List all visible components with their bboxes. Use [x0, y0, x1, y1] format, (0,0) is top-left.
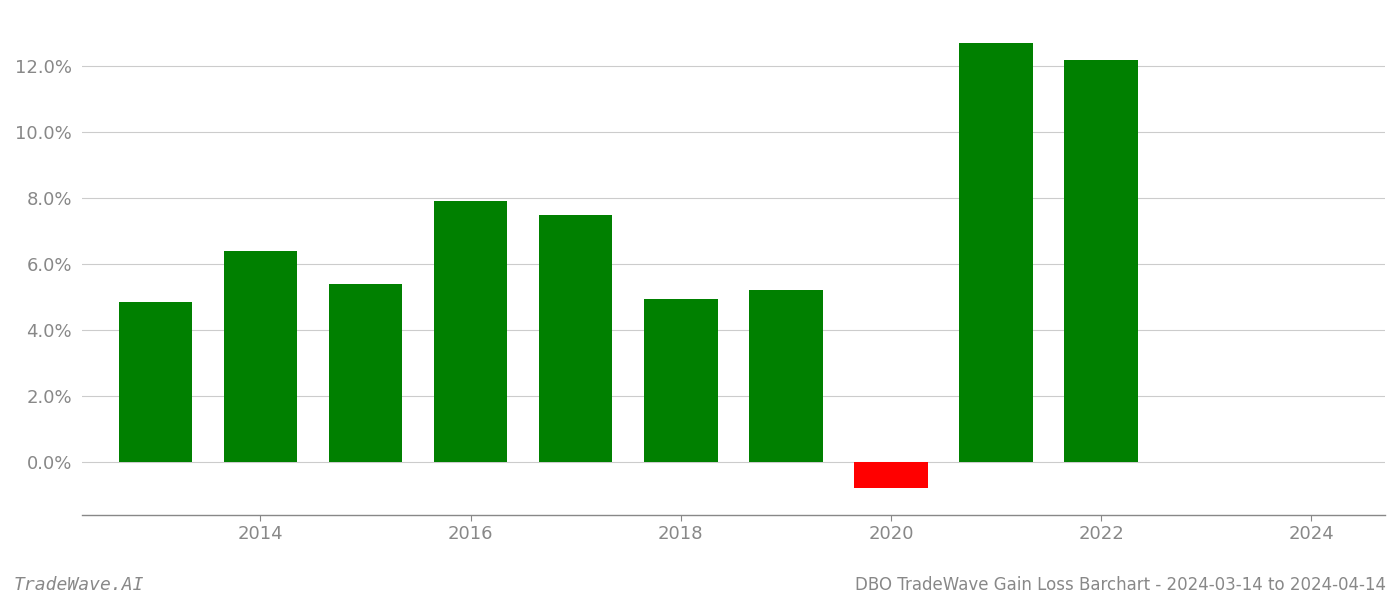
Bar	[959, 43, 1033, 462]
Bar	[644, 299, 718, 462]
Bar	[854, 462, 928, 488]
Bar	[539, 215, 612, 462]
Bar	[749, 290, 823, 462]
Bar	[119, 302, 192, 462]
Bar	[1064, 59, 1138, 462]
Text: TradeWave.AI: TradeWave.AI	[14, 576, 144, 594]
Bar	[434, 202, 507, 462]
Text: DBO TradeWave Gain Loss Barchart - 2024-03-14 to 2024-04-14: DBO TradeWave Gain Loss Barchart - 2024-…	[855, 576, 1386, 594]
Bar	[224, 251, 297, 462]
Bar	[329, 284, 402, 462]
